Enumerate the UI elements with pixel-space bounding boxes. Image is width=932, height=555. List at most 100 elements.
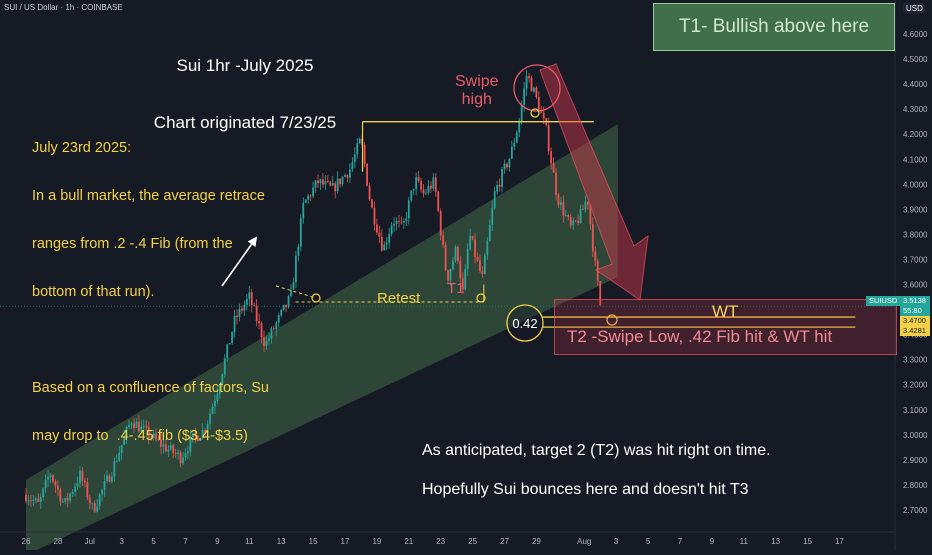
candle-body: [184, 453, 187, 458]
candle-body: [439, 210, 442, 236]
candle: [474, 233, 476, 264]
candle: [506, 161, 508, 171]
candle-body: [390, 225, 393, 235]
candle-body: [167, 449, 170, 452]
candle-body: [317, 180, 319, 184]
candle-body: [336, 178, 339, 192]
candle: [324, 175, 327, 190]
candle: [493, 187, 496, 210]
bottom-note-line-2: Hopefully Sui bounces here and doesn't h…: [422, 481, 749, 498]
y-tick-label: 4.3000: [903, 105, 928, 114]
candle-body: [567, 215, 570, 218]
candle-body: [405, 218, 408, 221]
candle-body: [115, 460, 118, 462]
candle: [64, 497, 67, 505]
candle-body: [466, 249, 469, 270]
chart-title-block: Sui 1hr -July 2025 Chart originated 7/23…: [150, 18, 340, 170]
candle: [277, 312, 280, 328]
note-line: ranges from .2 -.4 Fib (from the: [32, 236, 233, 252]
candle-body: [172, 445, 175, 454]
candle-body: [459, 260, 462, 279]
candle: [572, 217, 575, 230]
candle: [471, 235, 474, 241]
candle: [160, 432, 162, 455]
candle-body: [265, 340, 268, 346]
candle-body: [483, 255, 486, 274]
candle-body: [245, 298, 248, 305]
candle-body: [191, 433, 194, 437]
candle-body: [456, 246, 459, 261]
candle: [182, 451, 184, 466]
candle: [515, 130, 518, 144]
candle-body: [297, 246, 300, 256]
candle-body: [194, 433, 197, 436]
note-line: July 23rd 2025:: [32, 140, 132, 156]
retest-label: Retest: [377, 290, 421, 307]
candle-body: [528, 76, 530, 78]
candle: [79, 466, 81, 489]
candle-body: [123, 436, 126, 445]
candle: [47, 469, 49, 487]
candle: [425, 188, 427, 196]
candle-body: [250, 292, 253, 306]
candle: [312, 181, 314, 199]
candle-body: [304, 199, 307, 203]
candle-body: [282, 304, 285, 310]
candle: [508, 158, 511, 172]
candle: [587, 201, 589, 210]
candle-body: [493, 191, 496, 208]
candle-body: [30, 500, 32, 502]
candle-body: [302, 202, 305, 219]
x-tick-label: 5: [151, 537, 156, 546]
candle-body: [140, 426, 143, 432]
swipe-high-marker: [530, 108, 540, 118]
x-tick-label: 17: [341, 537, 350, 546]
candle: [407, 196, 410, 225]
candle-body: [177, 452, 180, 454]
candle: [172, 444, 175, 459]
y-tick-label: 3.2000: [903, 381, 928, 390]
candle-body: [25, 494, 27, 502]
candle: [429, 181, 432, 193]
candle-body: [54, 481, 57, 486]
candle-body: [272, 328, 275, 330]
candle-body: [547, 125, 550, 152]
candle: [211, 403, 214, 415]
candle: [454, 244, 457, 263]
y-tick-label: 4.6000: [903, 30, 928, 39]
candle: [402, 218, 405, 229]
candle-body: [584, 201, 587, 210]
candle-body: [66, 497, 69, 501]
candle: [245, 294, 248, 311]
swipe-high-circle: [513, 64, 561, 112]
candle-body: [147, 427, 150, 438]
t1-label: T1: [447, 280, 465, 297]
candle: [537, 91, 540, 114]
candle-body: [358, 138, 361, 144]
candle: [304, 198, 307, 204]
candle: [27, 495, 30, 506]
candle-body: [277, 315, 280, 323]
candle-body: [552, 163, 555, 173]
candle: [137, 414, 140, 433]
x-tick-label: 7: [183, 537, 188, 546]
candle-body: [258, 320, 261, 324]
candle: [81, 467, 84, 486]
candle-body: [383, 244, 386, 251]
candle: [353, 147, 356, 169]
candle-body: [486, 241, 489, 256]
candle-body: [157, 438, 160, 440]
candle-body: [96, 506, 99, 512]
candle-body: [74, 486, 76, 492]
candle: [83, 477, 86, 488]
candle: [231, 331, 234, 345]
candle: [74, 482, 76, 497]
candle: [260, 321, 263, 344]
candle: [69, 492, 72, 504]
candle: [236, 309, 238, 325]
candle-body: [312, 187, 314, 197]
candle-body: [432, 177, 435, 189]
x-tick-label: 5: [646, 537, 651, 546]
